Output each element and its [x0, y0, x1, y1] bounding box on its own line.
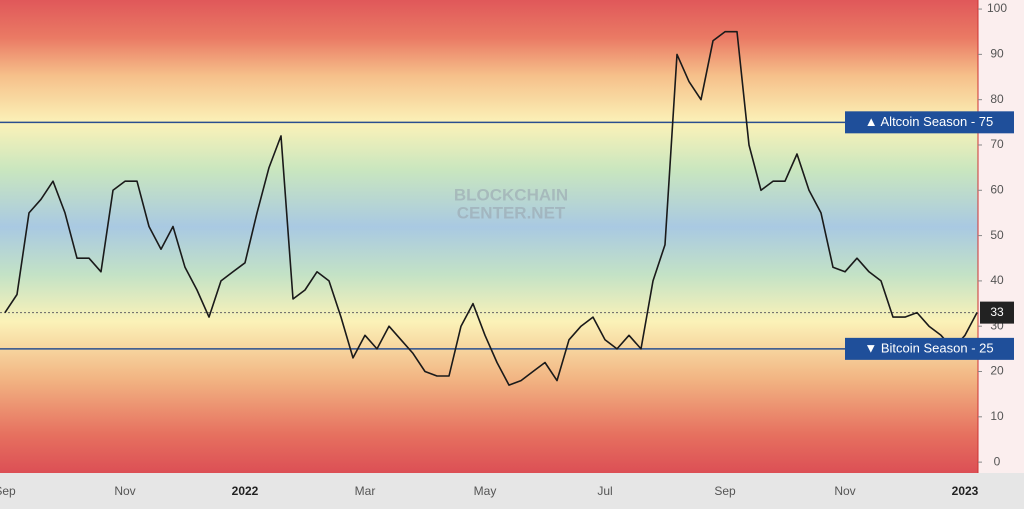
x-tick-label: May: [474, 484, 497, 498]
current-value-label: 33: [990, 305, 1004, 319]
x-tick-label: Mar: [355, 484, 376, 498]
x-tick-label: 2023: [952, 484, 979, 498]
annotation-label: ▼ Bitcoin Season - 25: [864, 340, 993, 355]
y-tick-label: 0: [994, 454, 1001, 468]
x-axis-area: [0, 473, 1024, 509]
x-tick-label: Sep: [0, 484, 16, 498]
y-tick-label: 10: [990, 409, 1004, 423]
watermark: CENTER.NET: [457, 203, 566, 222]
y-tick-label: 70: [990, 137, 1004, 151]
annotation-box: [845, 111, 1014, 134]
x-tick-label: Nov: [114, 484, 135, 498]
x-tick-label: 2022: [232, 484, 259, 498]
line-series: [4, 30, 978, 386]
y-tick-label: 90: [990, 47, 1004, 61]
y-tick-label: 60: [990, 182, 1004, 196]
annotation-box: [845, 337, 1014, 360]
x-tick-label: Jul: [597, 484, 612, 498]
x-tick-label: Nov: [834, 484, 855, 498]
y-tick-label: 20: [990, 364, 1004, 378]
current-value-box: [980, 301, 1014, 324]
annotation-label: ▲ Altcoin Season - 75: [865, 114, 994, 129]
plot-background: [0, 0, 978, 473]
y-tick-label: 40: [990, 273, 1004, 287]
y-axis-area: [978, 0, 1024, 473]
x-tick-label: Sep: [714, 484, 736, 498]
y-tick-label: 80: [990, 92, 1004, 106]
watermark: BLOCKCHAIN: [454, 185, 568, 204]
y-tick-label: 100: [987, 1, 1007, 15]
y-tick-label: 50: [990, 228, 1004, 242]
